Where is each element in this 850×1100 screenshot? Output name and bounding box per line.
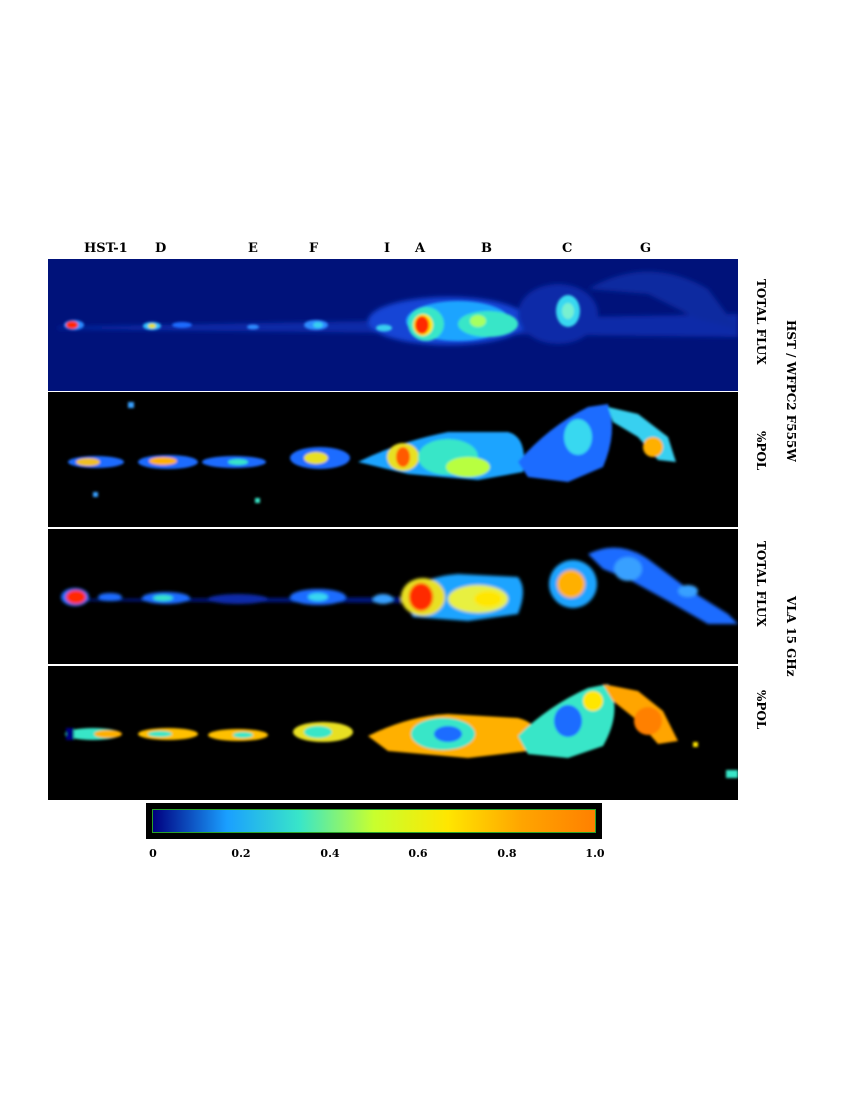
knot-label-g: G — [640, 241, 652, 256]
vla-total-flux-panel — [48, 529, 738, 664]
vla-pol-image — [65, 684, 738, 778]
hst-pol-image — [68, 402, 676, 503]
knot-label-e: E — [248, 241, 258, 256]
colorbar — [152, 809, 596, 833]
vla-pol-panel — [48, 666, 738, 800]
colorbar-tick-5: 1.0 — [585, 847, 605, 860]
knot-label-b: B — [481, 241, 492, 256]
vla-instrument-label: VLA 15 GHz — [784, 596, 798, 677]
colorbar-tick-0: 0 — [149, 847, 157, 860]
vla-total-flux-image — [61, 547, 738, 624]
hst-pol-label: %POL — [754, 431, 768, 471]
knot-label-a: A — [415, 241, 426, 256]
colorbar-tick-2: 0.4 — [320, 847, 340, 860]
hst-instrument-label: HST / WFPC2 F555W — [784, 320, 798, 462]
colorbar-frame — [146, 803, 602, 839]
colorbar-tick-3: 0.6 — [408, 847, 428, 860]
knot-label-d: D — [155, 241, 167, 256]
hst-total-flux-panel — [48, 259, 738, 391]
knot-label-i: I — [384, 241, 391, 256]
colorbar-tick-1: 0.2 — [231, 847, 251, 860]
hst-total-flux-label: TOTAL FLUX — [754, 279, 768, 365]
hst-total-flux-image — [58, 271, 738, 345]
knot-label-f: F — [309, 241, 319, 256]
vla-pol-label: %POL — [754, 690, 768, 730]
knot-label-c: C — [562, 241, 573, 256]
colorbar-tick-4: 0.8 — [497, 847, 517, 860]
vla-total-flux-label: TOTAL FLUX — [754, 541, 768, 627]
hst-pol-panel — [48, 392, 738, 527]
knot-label-hst1: HST-1 — [84, 241, 128, 256]
